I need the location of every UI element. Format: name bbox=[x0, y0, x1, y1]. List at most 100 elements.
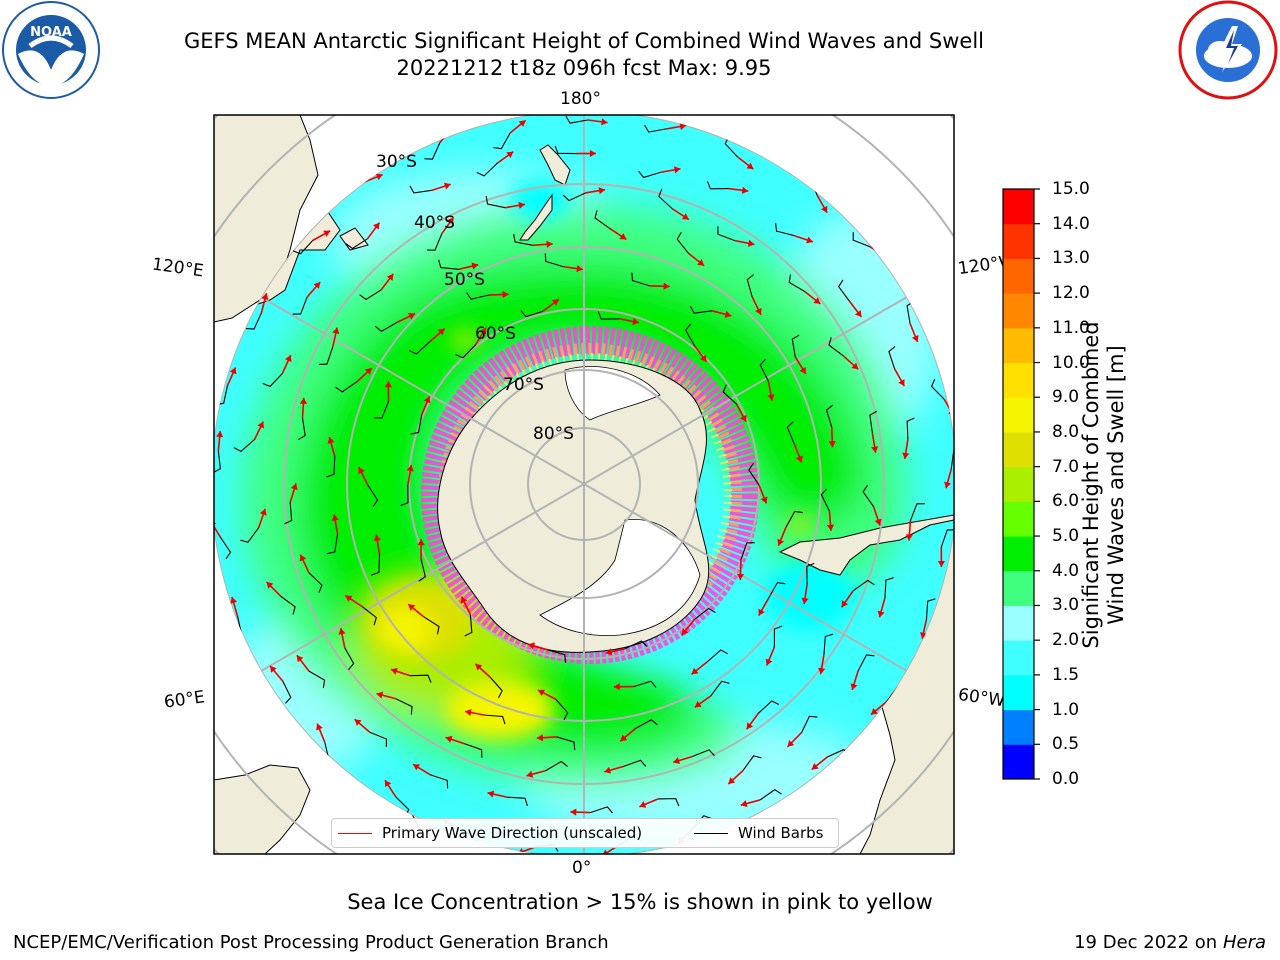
wave-arrow-head bbox=[700, 354, 707, 362]
wave-arrow-head bbox=[855, 310, 862, 318]
wind-barb bbox=[545, 760, 568, 772]
footer-date: 19 Dec 2022 on Hera bbox=[1074, 932, 1266, 953]
wave-arrow-head bbox=[290, 483, 298, 491]
wind-barb bbox=[373, 401, 390, 419]
wind-barb bbox=[520, 310, 544, 318]
wind-barb bbox=[395, 698, 413, 715]
colorbar-tick-label: 9.0 bbox=[1052, 387, 1080, 408]
wave-arrow-head bbox=[871, 446, 879, 453]
wave-arrow-head bbox=[518, 120, 526, 127]
wind-barb bbox=[292, 296, 308, 315]
wind-barb bbox=[418, 559, 426, 582]
wind-barb bbox=[644, 124, 667, 133]
wave-arrow-head bbox=[919, 632, 928, 639]
wave-arrow-head bbox=[546, 240, 553, 248]
footer-host: Hera bbox=[1222, 932, 1266, 953]
wind-barb bbox=[464, 743, 483, 758]
colorbar-tick-label: 1.5 bbox=[1052, 664, 1080, 685]
wind-barb bbox=[476, 163, 498, 177]
wave-arrow-head bbox=[724, 310, 732, 318]
wave-arrow-head bbox=[229, 367, 237, 375]
wave-arrow-head bbox=[673, 757, 680, 765]
lat-label-60s: 60°S bbox=[475, 324, 516, 344]
wave-arrow-head bbox=[799, 366, 806, 374]
wave-arrow-head bbox=[870, 708, 878, 715]
wind-barb bbox=[335, 381, 358, 393]
legend-item-barbs: Wind Barbs bbox=[694, 824, 823, 842]
wind-barb bbox=[282, 681, 292, 704]
wind-barb bbox=[838, 279, 850, 302]
wave-arrow-head bbox=[613, 683, 620, 691]
wind-barb bbox=[318, 346, 334, 365]
wave-arrow-head bbox=[741, 186, 749, 194]
wind-barb bbox=[371, 554, 381, 576]
wave-arrow-head bbox=[905, 534, 913, 541]
wave-arrow-head bbox=[384, 381, 392, 388]
wind-barb bbox=[544, 253, 564, 268]
wind-barb bbox=[214, 450, 221, 474]
wave-arrow-head bbox=[828, 441, 836, 448]
wave-arrow-head bbox=[605, 648, 613, 656]
wave-arrow-head bbox=[570, 808, 577, 816]
wind-barb bbox=[806, 562, 815, 585]
wave-arrow-head bbox=[316, 723, 323, 731]
ice-shelf-ross bbox=[564, 366, 661, 421]
wind-barb bbox=[786, 421, 795, 445]
wave-arrow-head bbox=[902, 452, 910, 459]
wave-arrow-head bbox=[375, 173, 383, 181]
wave-arrow-head bbox=[694, 700, 702, 708]
colorbar-tick-label: 3.0 bbox=[1052, 595, 1080, 616]
wave-arrow-head bbox=[681, 213, 689, 220]
wave-arrow-head bbox=[332, 327, 340, 335]
wind-barb bbox=[823, 633, 834, 655]
wind-barb bbox=[507, 796, 528, 807]
wave-arrow-head bbox=[266, 581, 274, 589]
wave-arrow-head bbox=[502, 290, 509, 299]
wind-barb bbox=[369, 731, 388, 748]
lat-label-50s: 50°S bbox=[444, 270, 485, 290]
wave-arrow-head bbox=[408, 604, 416, 611]
wave-arrow-head bbox=[632, 317, 639, 326]
wave-arrow-head bbox=[619, 233, 627, 240]
wave-arrow-head bbox=[406, 464, 414, 472]
wind-barb bbox=[740, 542, 755, 561]
colorbar-tick-label: 15.0 bbox=[1052, 179, 1090, 199]
wind-barb bbox=[464, 614, 473, 637]
wind-barb bbox=[692, 749, 715, 758]
wave-arrow-head bbox=[787, 739, 795, 747]
wave-arrow-head bbox=[216, 430, 224, 438]
wind-barb bbox=[706, 181, 729, 190]
wave-arrow-head bbox=[373, 222, 380, 230]
wave-arrow-head bbox=[460, 596, 468, 604]
wave-arrow-head bbox=[880, 250, 888, 257]
wind-barb bbox=[759, 358, 769, 382]
wave-arrow-head bbox=[536, 734, 544, 742]
wind-barb bbox=[408, 341, 431, 355]
wind-barb bbox=[409, 185, 432, 194]
wind-barb bbox=[484, 714, 506, 725]
wind-barb bbox=[344, 647, 355, 670]
wind-barb bbox=[775, 223, 795, 237]
wave-arrow-head bbox=[270, 665, 277, 673]
wave-arrow-head bbox=[765, 658, 773, 666]
wind-barb bbox=[759, 788, 782, 801]
legend-wave-swatch bbox=[338, 832, 372, 834]
wind-barb bbox=[925, 598, 936, 620]
wave-arrow-head bbox=[284, 355, 292, 363]
wave-arrow-head bbox=[813, 297, 821, 304]
wave-arrow-head bbox=[437, 328, 445, 336]
colorbar-tick-label: 8.0 bbox=[1052, 421, 1080, 442]
wave-arrow-head bbox=[364, 368, 372, 375]
wave-arrow-head bbox=[479, 327, 487, 335]
colorbar-title-line1: Significant Height of Combined bbox=[1079, 321, 1103, 649]
wave-arrow-head bbox=[620, 734, 628, 742]
wind-barb bbox=[554, 145, 576, 155]
noaa-logo-text: NOAA bbox=[30, 25, 72, 40]
colorbar-tick-label: 7.0 bbox=[1052, 456, 1080, 477]
wind-barb bbox=[801, 715, 818, 733]
wind-barb bbox=[361, 606, 377, 626]
colorbar-tick-label: 14.0 bbox=[1052, 213, 1090, 234]
wave-arrow-head bbox=[746, 162, 754, 170]
wave-arrow-head bbox=[760, 496, 768, 504]
